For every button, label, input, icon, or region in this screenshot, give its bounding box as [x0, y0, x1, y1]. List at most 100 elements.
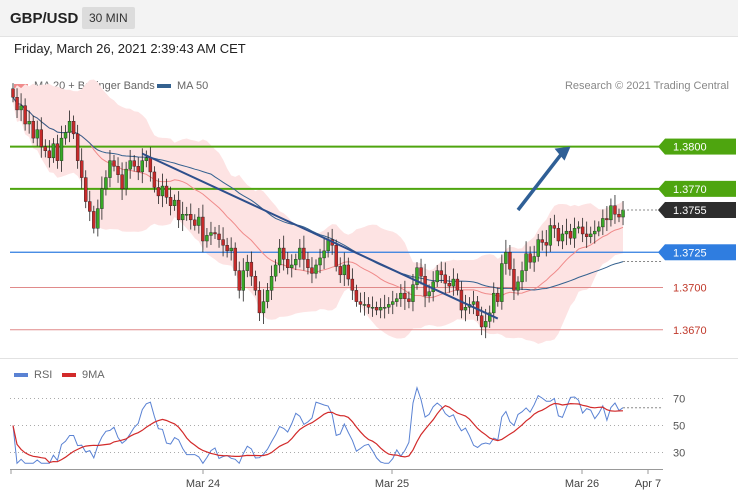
candle-up [471, 301, 476, 305]
bollinger-band [13, 79, 623, 344]
price-labels: 1.3800 1.3770 1.3755 1.3725 1.3700 1.3670 [658, 138, 736, 337]
candle-down [47, 150, 52, 159]
pair-title: GBP/USD [10, 10, 79, 27]
candle-up [399, 292, 403, 299]
candle-up [172, 199, 177, 206]
candle-down [374, 307, 379, 311]
candle-down [237, 270, 241, 291]
price-label-1-3755: 1.3755 [673, 205, 707, 217]
candle-down [358, 301, 363, 305]
candle-down [512, 269, 516, 291]
timeframe-button[interactable]: 30 MIN [82, 7, 135, 29]
candle-down [136, 166, 140, 173]
candle-down [31, 120, 35, 139]
candle-up [492, 292, 496, 314]
candle-up [96, 208, 100, 229]
ma20-swatch [14, 84, 28, 88]
candle-down [508, 252, 512, 270]
rsi-tick-30: 30 [673, 448, 685, 460]
candle-up [180, 214, 185, 221]
candle-down [350, 278, 355, 291]
candle-up [609, 205, 613, 221]
candle-up [197, 216, 201, 226]
candle-up [265, 290, 270, 302]
candle-down [217, 233, 221, 240]
candle-up [516, 281, 520, 291]
candle-up [483, 321, 488, 328]
candle-down [225, 245, 229, 252]
candle-up [536, 239, 540, 257]
price-label-1-3700: 1.3700 [673, 283, 707, 295]
forecast-arrow-head [554, 146, 571, 161]
candle-up [435, 270, 439, 283]
candle-up [128, 160, 132, 170]
candle-up [362, 304, 367, 306]
candle-down [164, 185, 169, 198]
forecast-arrow-shaft [516, 151, 564, 212]
candle-up [51, 143, 56, 159]
candle-down [338, 266, 342, 276]
legend-ma50: MA 50 [157, 80, 208, 92]
candle-down [176, 199, 181, 221]
candle-down [306, 259, 310, 268]
candle-up [572, 228, 577, 239]
candle-up [560, 233, 565, 242]
candle-down [613, 205, 617, 215]
candle-up [277, 247, 282, 266]
candle-up [564, 230, 569, 235]
candle-down [23, 105, 27, 125]
timestamp: Friday, March 26, 2021 2:39:43 AM CET [14, 41, 246, 56]
candle-up [205, 235, 209, 242]
candle-up [100, 188, 104, 209]
price-label-box [665, 202, 736, 218]
candle-up [185, 214, 189, 216]
candle-down [281, 247, 286, 260]
candle-down [346, 264, 351, 280]
candle-down [79, 160, 84, 178]
candle-up [108, 160, 112, 178]
candle-down [233, 247, 237, 271]
candle-up [19, 105, 23, 111]
rsi-tick-70: 70 [673, 394, 685, 406]
candle-down [84, 177, 88, 202]
candle-up [593, 230, 597, 235]
candle-up [500, 263, 504, 302]
price-label-pointer [658, 138, 665, 155]
price-label-pointer [658, 180, 665, 197]
candle-down [443, 274, 447, 284]
ma50-line [12, 96, 624, 291]
candle-up [451, 278, 456, 287]
candle-down [302, 247, 306, 260]
candle-up [209, 232, 213, 236]
candle-down [253, 276, 258, 291]
rsi-ma-line [12, 402, 624, 464]
rsi-line [12, 385, 624, 465]
candle-up [520, 270, 524, 283]
x-tick-label-mar-26: Mar 26 [565, 478, 599, 490]
candle-down [201, 216, 205, 242]
candle-down [496, 292, 500, 302]
candle-up [269, 276, 274, 291]
legend-rsi-ma: 9MA [62, 369, 105, 381]
candle-up [378, 307, 383, 311]
candle-down [152, 171, 157, 188]
candle-up [59, 137, 64, 161]
price-label-pointer [658, 244, 665, 261]
candle-up [589, 233, 593, 237]
candle-up [342, 264, 346, 276]
candle-down [556, 228, 561, 242]
candle-up [524, 253, 528, 271]
candle-down [71, 120, 76, 135]
candle-up [290, 264, 294, 268]
candle-up [387, 304, 391, 308]
candle-up [411, 284, 415, 302]
rsi-ma-swatch [62, 373, 76, 377]
candle-up [318, 257, 322, 266]
price-label-1-3725: 1.3725 [673, 247, 707, 259]
candle-down [43, 146, 48, 151]
candle-up [370, 307, 375, 309]
x-tick-label-mar-25: Mar 25 [375, 478, 409, 490]
price-label-box [665, 180, 736, 197]
price-label-box [665, 244, 736, 261]
